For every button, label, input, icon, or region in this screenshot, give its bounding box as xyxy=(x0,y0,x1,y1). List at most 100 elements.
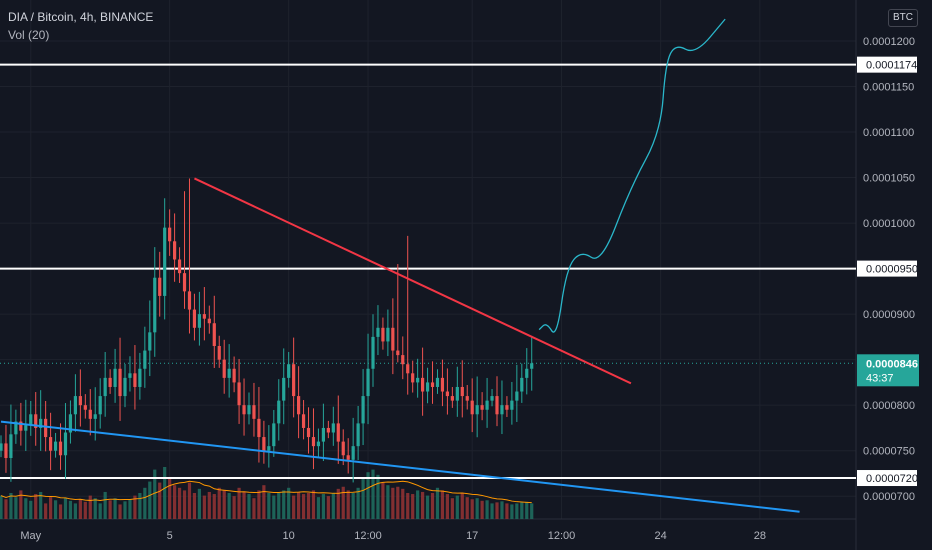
volume-indicator-label[interactable]: Vol (20) xyxy=(8,28,50,42)
candle-body xyxy=(108,377,112,387)
candle-body xyxy=(39,418,43,428)
volume-bar xyxy=(282,490,286,519)
volume-pane xyxy=(0,467,534,519)
candle-body xyxy=(301,414,306,428)
volume-bar xyxy=(435,487,440,519)
volume-bar xyxy=(411,494,415,519)
price-tick-label: 0.0000800 xyxy=(863,400,915,412)
volume-bar xyxy=(505,503,509,519)
volume-bar xyxy=(34,494,38,519)
volume-ma-line xyxy=(0,480,532,504)
volume-bar xyxy=(237,487,241,519)
volume-bar xyxy=(153,469,157,519)
volume-bar xyxy=(177,487,182,519)
candle-body xyxy=(118,368,122,397)
volume-bar xyxy=(4,499,8,519)
candle-body xyxy=(272,423,276,447)
candle-body xyxy=(29,414,33,426)
candle-body xyxy=(316,441,321,447)
candle-body xyxy=(480,405,484,410)
volume-bar xyxy=(222,490,226,519)
candle-body xyxy=(430,382,435,387)
volume-bar xyxy=(525,501,529,519)
horizontal-levels xyxy=(0,63,856,480)
volume-bar xyxy=(257,490,261,519)
level-price-badge xyxy=(857,260,917,277)
volume-bar xyxy=(366,472,370,519)
price-axis: 0.0001200 0.0001150 0.0001100 0.0001050 0.00… xyxy=(857,36,919,503)
candle-body xyxy=(83,405,87,410)
volume-bar xyxy=(455,495,459,519)
volume-bar xyxy=(207,491,211,519)
resistance-trendline[interactable] xyxy=(194,177,632,385)
volume-bar xyxy=(143,487,147,519)
candle-body xyxy=(103,377,107,397)
volume-bar xyxy=(460,493,464,519)
volume-bar xyxy=(470,499,474,519)
candle-body xyxy=(53,441,58,451)
candle-body xyxy=(19,421,23,431)
volume-bar xyxy=(480,500,484,519)
volume-bar xyxy=(39,491,43,519)
candle-body xyxy=(197,314,201,328)
volume-bar xyxy=(118,504,122,519)
grid xyxy=(0,0,857,550)
volume-bar xyxy=(232,496,236,519)
time-tick-label: 12:00 xyxy=(548,530,576,542)
price-tick-label: 0.0001050 xyxy=(863,173,915,185)
candle-body xyxy=(227,368,231,378)
candle-body xyxy=(371,336,375,369)
projection-drawing[interactable] xyxy=(538,18,726,333)
support-trendline[interactable] xyxy=(0,420,800,513)
volume-bar xyxy=(53,500,58,519)
volume-bar xyxy=(14,497,18,519)
volume-bar xyxy=(168,478,172,519)
level-price-label: 0.0001174 xyxy=(866,60,917,72)
candle-body xyxy=(168,227,172,242)
candle-body xyxy=(49,437,53,451)
candle-body xyxy=(282,377,286,401)
volume-bar xyxy=(78,499,82,519)
volume-bar xyxy=(0,495,3,519)
candle-body xyxy=(148,332,152,351)
candle-body xyxy=(88,409,92,419)
symbol-title[interactable]: DIA / Bitcoin, 4h, BINANCE xyxy=(8,10,154,24)
trendlines xyxy=(0,177,800,513)
volume-bar xyxy=(445,494,449,519)
volume-bar xyxy=(158,482,162,519)
candle-body xyxy=(425,382,430,392)
volume-bar xyxy=(440,490,445,519)
volume-bar xyxy=(277,493,281,519)
time-tick-label: 17 xyxy=(466,530,478,542)
candle-body xyxy=(515,391,519,401)
volume-bar xyxy=(108,500,112,519)
candle-body xyxy=(222,359,226,378)
candle-body xyxy=(63,432,68,456)
volume-bar xyxy=(430,493,435,519)
volume-bar xyxy=(173,485,177,519)
volume-bar xyxy=(381,482,385,519)
volume-bar xyxy=(386,485,390,519)
volume-bar xyxy=(252,498,256,519)
candle-body xyxy=(24,425,28,431)
volume-bar xyxy=(287,487,291,519)
candle-body xyxy=(58,441,63,456)
candle-body xyxy=(510,400,514,410)
volume-bar xyxy=(49,497,53,519)
volume-bar xyxy=(217,487,221,519)
candle-body xyxy=(78,396,82,406)
candle-body xyxy=(4,443,8,458)
current-price-badge xyxy=(857,354,919,387)
volume-bar xyxy=(19,490,23,519)
currency-button[interactable]: BTC xyxy=(888,9,918,27)
volume-bar xyxy=(192,493,197,519)
candle-body xyxy=(331,423,335,433)
volume-bar xyxy=(202,495,206,519)
candle-body xyxy=(440,377,445,392)
volume-bar xyxy=(341,486,345,519)
volume-bar xyxy=(515,503,519,519)
candle-body xyxy=(401,355,405,365)
candle-body xyxy=(182,273,187,292)
volume-bar xyxy=(416,490,420,519)
